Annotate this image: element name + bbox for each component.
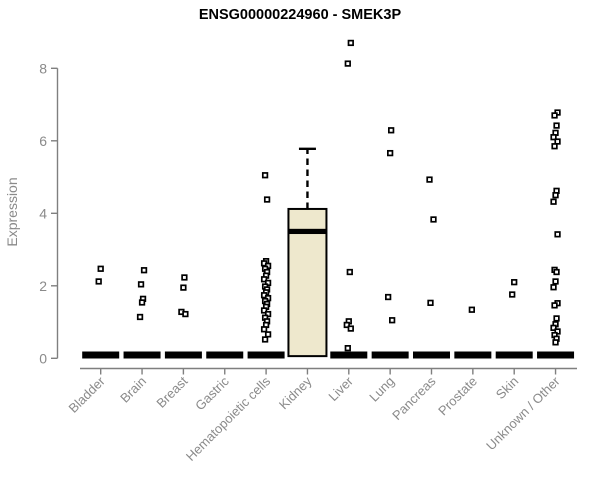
- x-tick-label: Breast: [153, 373, 190, 410]
- data-point: [552, 339, 559, 346]
- data-point: [182, 310, 189, 318]
- data-point: [260, 276, 268, 283]
- y-tick-label: 8: [39, 60, 47, 76]
- data-point: [97, 265, 104, 272]
- x-tick-label: Prostate: [435, 374, 480, 419]
- y-tick-label: 0: [39, 350, 47, 366]
- data-point: [550, 198, 557, 205]
- x-tick-label: Liver: [325, 373, 356, 404]
- data-point: [140, 267, 148, 274]
- data-point: [388, 127, 395, 134]
- data-point: [550, 324, 557, 331]
- data-point: [181, 274, 188, 281]
- data-point: [550, 284, 557, 291]
- data-point: [554, 231, 561, 238]
- data-point: [551, 112, 558, 119]
- data-point: [95, 278, 102, 285]
- x-tick-label: Lung: [366, 374, 397, 405]
- zero-boxplot-bar: [330, 351, 368, 359]
- data-point: [511, 279, 518, 286]
- data-point: [389, 317, 396, 324]
- chart-title: ENSG00000224960 - SMEK3P: [198, 7, 402, 23]
- data-point: [263, 196, 271, 203]
- data-point: [551, 143, 558, 150]
- zero-boxplot-bar: [537, 351, 575, 359]
- data-point: [550, 134, 557, 141]
- data-point: [509, 291, 516, 298]
- data-point: [387, 149, 394, 157]
- data-point: [430, 216, 437, 223]
- y-axis-title: Expression: [4, 177, 20, 246]
- data-point: [553, 122, 560, 129]
- data-point: [344, 60, 351, 67]
- data-point: [261, 336, 269, 343]
- x-tick-label: Pancreas: [389, 373, 439, 423]
- data-point: [180, 284, 187, 291]
- box-median-line: [288, 228, 327, 235]
- zero-boxplot-bar: [206, 351, 244, 359]
- x-tick-label: Bladder: [66, 373, 109, 416]
- y-tick-label: 6: [39, 133, 47, 149]
- x-tick-label: Gastric: [192, 373, 232, 413]
- data-point: [553, 315, 560, 322]
- data-point: [260, 326, 268, 333]
- data-point: [138, 299, 146, 306]
- data-point: [552, 192, 559, 199]
- data-point: [468, 306, 475, 313]
- data-point: [261, 172, 269, 179]
- data-point: [136, 313, 144, 321]
- zero-boxplot-bar: [123, 351, 161, 359]
- data-point: [264, 331, 272, 338]
- zero-boxplot-bar: [82, 351, 120, 359]
- data-point: [552, 278, 559, 285]
- x-tick-label: Skin: [493, 374, 521, 402]
- x-tick-label: Kidney: [276, 373, 315, 412]
- zero-boxplot-bar: [247, 351, 285, 359]
- data-point: [343, 321, 350, 329]
- data-point: [385, 293, 392, 301]
- y-tick-label: 4: [39, 205, 47, 221]
- zero-boxplot-bar: [371, 351, 409, 359]
- data-point: [553, 268, 560, 276]
- data-point: [427, 299, 434, 306]
- data-point: [137, 281, 145, 288]
- zero-boxplot-bar: [495, 351, 533, 359]
- zero-boxplot-bar: [454, 351, 492, 359]
- x-tick-label: Brain: [117, 374, 149, 406]
- zero-boxplot-bar: [164, 351, 202, 359]
- data-point: [260, 307, 268, 314]
- data-point: [344, 345, 351, 352]
- data-point: [347, 325, 354, 332]
- data-point: [346, 268, 353, 276]
- data-point: [426, 176, 433, 183]
- zero-boxplot-bar: [413, 351, 450, 359]
- x-tick-label: Unknown / Other: [483, 373, 563, 453]
- data-point: [347, 39, 354, 47]
- y-tick-label: 2: [39, 278, 47, 294]
- data-point: [551, 302, 558, 309]
